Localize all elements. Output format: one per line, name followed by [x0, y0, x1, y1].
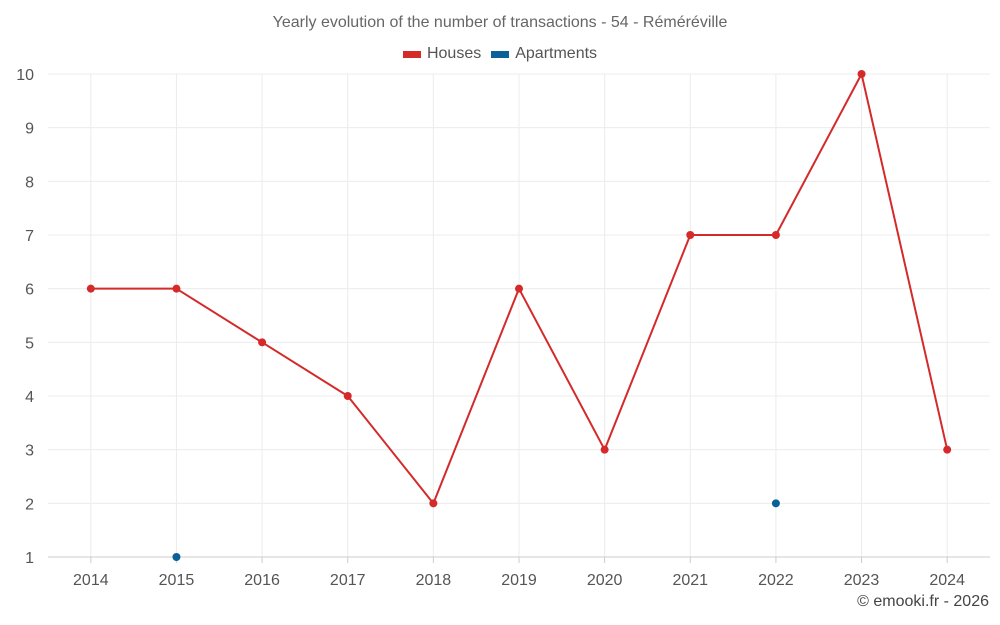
- data-point-houses[interactable]: [172, 284, 181, 293]
- data-point-houses[interactable]: [686, 231, 695, 239]
- x-tick-label: 2015: [159, 572, 195, 589]
- data-point-houses[interactable]: [771, 231, 780, 239]
- legend-label-houses: Houses: [426, 45, 482, 62]
- y-tick-label: 1: [25, 550, 34, 567]
- series: [86, 70, 952, 561]
- y-tick-label: 9: [25, 121, 34, 138]
- legend-swatch-apartments: [491, 50, 510, 58]
- y-tick-label: 10: [16, 67, 34, 84]
- data-point-houses[interactable]: [600, 445, 609, 454]
- x-tick-label: 2023: [844, 572, 880, 589]
- data-point-apartments[interactable]: [771, 499, 780, 508]
- y-tick-label: 6: [25, 282, 34, 299]
- y-tick-label: 4: [25, 389, 34, 406]
- chart-title: Yearly evolution of the number of transa…: [272, 14, 728, 31]
- x-tick-label: 2019: [501, 572, 537, 589]
- data-point-houses[interactable]: [258, 338, 267, 347]
- legend-item-apartments[interactable]: Apartments: [491, 45, 597, 63]
- y-tick-label: 5: [25, 335, 34, 352]
- y-tick-label: 8: [25, 174, 34, 191]
- data-point-houses[interactable]: [857, 70, 866, 78]
- data-point-houses[interactable]: [343, 392, 352, 400]
- grid: [48, 73, 990, 558]
- footer-credit: © emooki.fr - 2026: [857, 593, 989, 610]
- data-point-houses[interactable]: [515, 284, 523, 293]
- x-tick-label: 2014: [73, 572, 109, 589]
- x-tick-label: 2016: [244, 572, 280, 589]
- x-tick-label: 2018: [416, 572, 452, 589]
- data-point-houses[interactable]: [943, 445, 952, 454]
- axes: 1 2 3 4 5 6 7 8 9 10 2014 2015 2016 2017 2018 2019 2020 2…: [16, 67, 990, 589]
- legend-item-houses[interactable]: Houses: [402, 45, 482, 63]
- x-tick-label: 2017: [330, 572, 366, 589]
- x-tick-label: 2022: [758, 572, 794, 589]
- x-tick-label: 2024: [929, 572, 965, 589]
- data-point-houses[interactable]: [86, 284, 95, 293]
- y-tick-label: 2: [25, 496, 34, 513]
- y-tick-label: 3: [25, 443, 34, 460]
- data-point-apartments[interactable]: [172, 553, 181, 561]
- x-tick-label: 2020: [587, 572, 623, 589]
- data-point-houses[interactable]: [429, 499, 438, 508]
- legend-label-apartments: Apartments: [515, 45, 598, 62]
- legend: Houses Apartments: [0, 45, 1000, 63]
- y-tick-label: 7: [25, 228, 34, 245]
- legend-swatch-houses: [402, 50, 421, 58]
- x-tick-label: 2021: [672, 572, 708, 589]
